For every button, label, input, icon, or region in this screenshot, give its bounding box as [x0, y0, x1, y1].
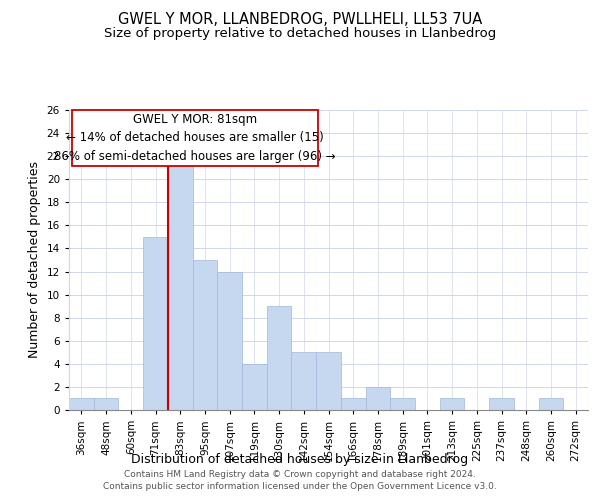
Bar [168, 156, 193, 410]
Text: Contains HM Land Registry data © Crown copyright and database right 2024.: Contains HM Land Registry data © Crown c… [124, 470, 476, 479]
FancyBboxPatch shape [71, 110, 318, 166]
Bar [143, 237, 168, 410]
Bar [69, 398, 94, 410]
Y-axis label: Number of detached properties: Number of detached properties [28, 162, 41, 358]
Bar [242, 364, 267, 410]
Bar [489, 398, 514, 410]
Bar [440, 398, 464, 410]
Bar [341, 398, 365, 410]
Bar [217, 272, 242, 410]
Text: Contains public sector information licensed under the Open Government Licence v3: Contains public sector information licen… [103, 482, 497, 491]
Text: GWEL Y MOR: 81sqm
← 14% of detached houses are smaller (15)
86% of semi-detached: GWEL Y MOR: 81sqm ← 14% of detached hous… [54, 113, 335, 163]
Bar [539, 398, 563, 410]
Bar [390, 398, 415, 410]
Bar [365, 387, 390, 410]
Text: Size of property relative to detached houses in Llanbedrog: Size of property relative to detached ho… [104, 28, 496, 40]
Bar [316, 352, 341, 410]
Bar [292, 352, 316, 410]
Bar [94, 398, 118, 410]
Bar [267, 306, 292, 410]
Text: Distribution of detached houses by size in Llanbedrog: Distribution of detached houses by size … [131, 452, 469, 466]
Text: GWEL Y MOR, LLANBEDROG, PWLLHELI, LL53 7UA: GWEL Y MOR, LLANBEDROG, PWLLHELI, LL53 7… [118, 12, 482, 28]
Bar [193, 260, 217, 410]
